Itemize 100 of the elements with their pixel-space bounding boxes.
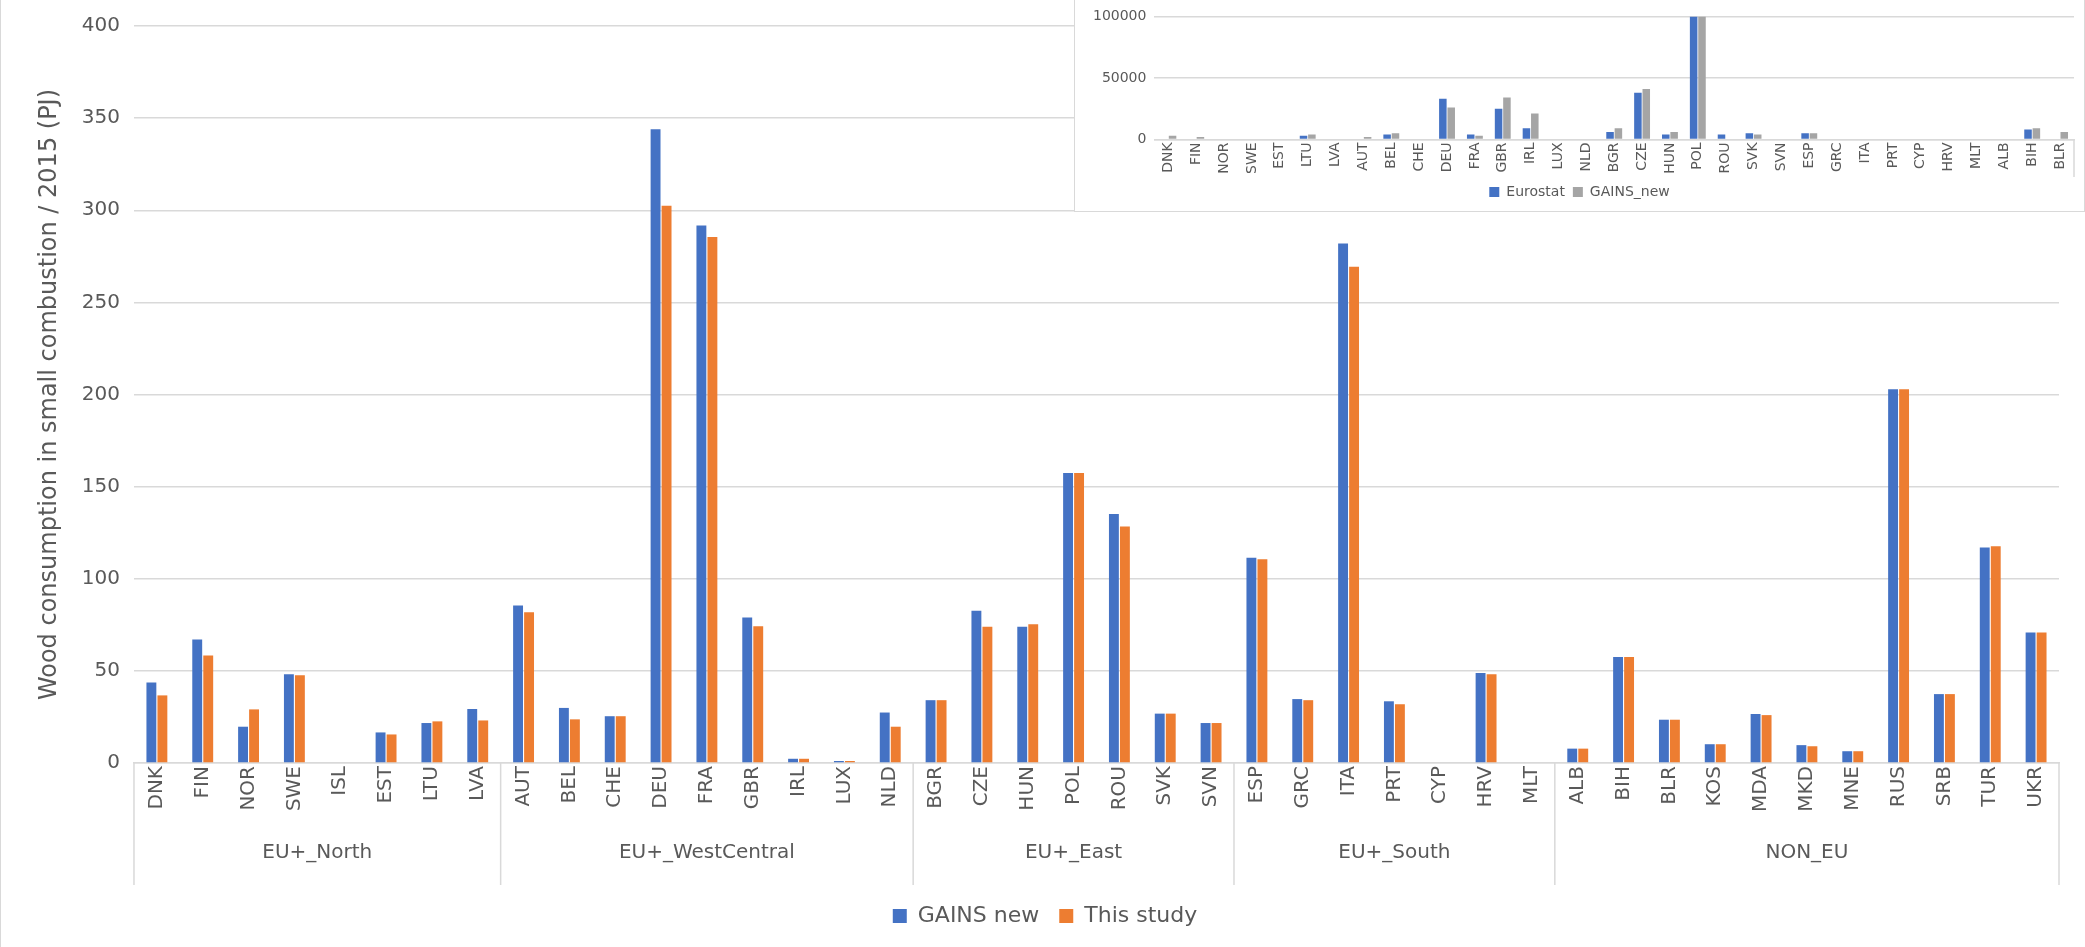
bar	[1165, 713, 1176, 763]
x-tick-label: UKR	[2022, 765, 2047, 808]
bar	[1475, 135, 1483, 139]
x-tick-label: MKD	[1793, 766, 1818, 812]
x-tick-label: PRT	[1883, 141, 1900, 169]
x-tick-label: CHE	[601, 766, 626, 808]
x-tick-label: SVK	[1744, 141, 1761, 171]
x-tick-label: BEL	[555, 765, 580, 804]
bar	[1439, 98, 1447, 139]
x-tick-label: LUX	[830, 765, 855, 805]
bar	[1394, 704, 1405, 763]
bar	[1391, 133, 1400, 139]
x-tick-label: HRV	[1939, 142, 1956, 172]
bar	[661, 205, 672, 763]
bar	[1761, 715, 1772, 763]
bar	[467, 709, 478, 763]
bar	[890, 726, 901, 763]
x-tick-label: FRA	[1465, 142, 1482, 170]
text: EU+_East	[1024, 839, 1123, 864]
x-tick-label: LTU	[418, 766, 443, 802]
bar	[1933, 694, 1944, 763]
legend-label: This study	[1083, 901, 1198, 927]
bar	[1717, 134, 1726, 139]
x-tick-label: BIH	[2022, 142, 2039, 167]
y-axis-title: Wood consumption in small combustion / 2015 (PJ)	[33, 88, 62, 701]
bar	[1888, 389, 1899, 763]
x-tick-label: FRA	[693, 765, 718, 805]
bar	[1658, 719, 1669, 763]
x-tick-label: TUR	[1976, 765, 2001, 808]
x-tick-label: ITA	[1855, 142, 1872, 164]
x-tick-label: CHE	[1409, 142, 1426, 172]
bar	[432, 721, 443, 763]
bar	[696, 225, 707, 763]
bar	[1801, 133, 1809, 139]
x-tick-label: SWE	[280, 766, 305, 812]
x-tick-label: POL	[1059, 765, 1084, 805]
bar	[1745, 133, 1754, 139]
bar	[1750, 714, 1761, 763]
y-tick-label: 400	[81, 12, 120, 37]
bar	[1349, 266, 1360, 763]
x-tick-label: EST	[1270, 141, 1287, 169]
bar	[1796, 745, 1807, 763]
bar	[1979, 547, 1990, 763]
y-tick-label: 50	[94, 657, 120, 682]
bar	[1063, 473, 1074, 763]
x-tick-label: DEU	[1437, 142, 1454, 173]
x-tick-label: BLR	[1655, 765, 1680, 805]
x-tick-label: SVN	[1772, 142, 1789, 172]
bar	[1257, 559, 1268, 763]
bar	[1624, 656, 1635, 763]
x-tick-label: SRB	[1930, 766, 1955, 807]
bar	[650, 129, 661, 763]
bar	[1383, 134, 1391, 139]
bar	[1299, 135, 1308, 139]
bar	[2036, 632, 2047, 763]
bar	[513, 605, 524, 763]
x-tick-label: ALB	[1563, 766, 1588, 805]
x-tick-label: MLT	[1967, 141, 1984, 169]
x-tick-label: AUT	[1354, 141, 1371, 171]
x-tick-label: AUT	[509, 765, 534, 807]
bar	[192, 639, 203, 763]
bar	[1662, 134, 1670, 139]
x-tick-label: ALB	[1994, 142, 2011, 170]
bar	[1613, 656, 1624, 763]
bar	[1292, 699, 1303, 763]
bar	[1028, 624, 1039, 763]
text: EU+_North	[262, 839, 373, 864]
bar	[1211, 723, 1222, 763]
bar	[478, 720, 489, 763]
bar	[421, 723, 432, 763]
bar	[294, 675, 305, 763]
x-tick-label: HUN	[1660, 142, 1677, 174]
x-tick-label: DNK	[143, 765, 168, 810]
bar	[1447, 107, 1455, 139]
legend-label: GAINS_new	[1589, 182, 1670, 199]
x-tick-label: MDA	[1747, 765, 1772, 813]
bar	[1809, 133, 1818, 139]
bar	[753, 626, 764, 763]
text: EU+_South	[1338, 839, 1451, 864]
x-tick-label: ISL	[326, 765, 351, 796]
y-tick-label: 100	[81, 564, 120, 589]
x-tick-label: BIH	[1609, 766, 1634, 801]
x-tick-label: MNE	[1838, 766, 1863, 811]
y-tick-label: 300	[81, 196, 120, 221]
bar	[1466, 134, 1475, 139]
bar	[1614, 128, 1623, 139]
bar	[1698, 16, 1706, 139]
bar	[238, 726, 249, 763]
bar	[1853, 751, 1864, 763]
bar	[1670, 132, 1678, 139]
bar	[2060, 132, 2069, 139]
bar	[2032, 128, 2041, 139]
x-tick-label: LUX	[1549, 142, 1566, 170]
bar	[1246, 557, 1257, 763]
x-tick-label: IRL	[1521, 142, 1538, 165]
bar	[604, 716, 615, 763]
bar	[1303, 700, 1314, 763]
bar	[1578, 748, 1589, 763]
x-tick-label: BGR	[922, 765, 947, 809]
x-tick-label: ESP	[1799, 142, 1816, 169]
